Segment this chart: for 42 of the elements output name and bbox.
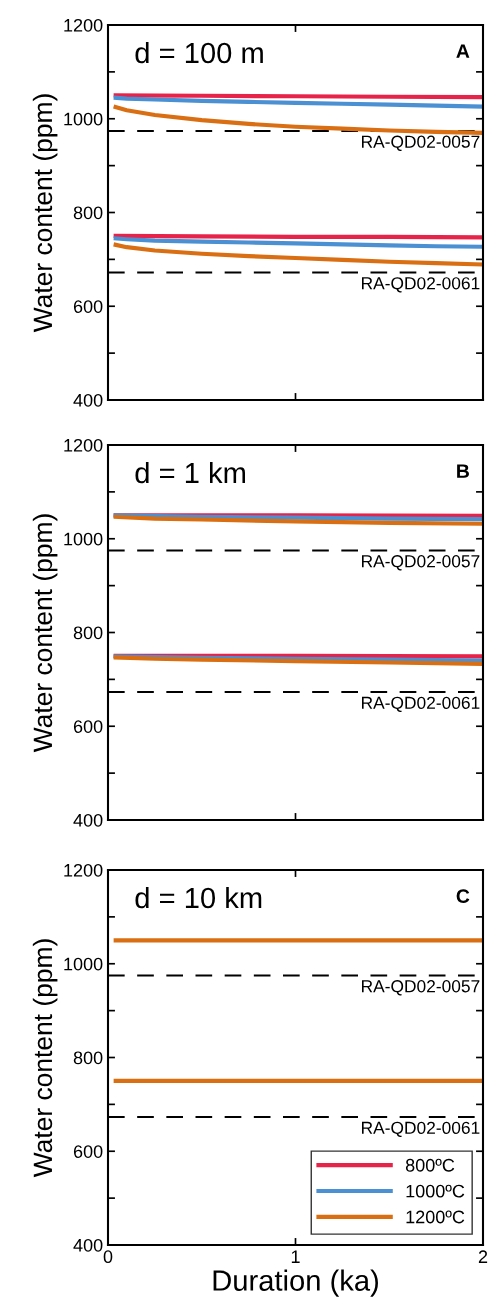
chart-title: d = 10 km: [135, 886, 262, 909]
x-tick-label: 0: [103, 1250, 113, 1264]
chart-title: d = 1 km: [135, 461, 245, 484]
legend-label: 800ºC: [405, 1158, 455, 1172]
y-tick-label: 800: [73, 206, 103, 220]
line-series: [111, 242, 483, 267]
x-axis-title: Duration (ka): [213, 1269, 378, 1297]
ref-line-label: RA-QD02-0061: [362, 696, 480, 713]
x-tick-label: 2: [478, 1250, 488, 1263]
y-tick-label: 800: [73, 1051, 103, 1065]
y-axis-title: Water content (ppm): [32, 94, 58, 333]
y-tick-label: 1200: [64, 863, 103, 877]
ref-line-label: RA-QD02-0061: [362, 1121, 480, 1138]
y-axis-title: Water content (ppm): [32, 939, 58, 1178]
line-series: [111, 514, 483, 526]
annotation: B: [457, 464, 469, 478]
y-tick-label: 800: [73, 626, 103, 640]
y-tick-label: 1000: [64, 532, 103, 546]
ref-line-label: RA-QD02-0057: [362, 555, 480, 571]
line-series: [111, 236, 483, 249]
y-tick-label: 1200: [64, 438, 103, 452]
y-tick-label: 1200: [64, 18, 103, 32]
ref-line-label: RA-QD02-0057: [362, 980, 480, 996]
chart-title: d = 100 m: [135, 41, 263, 64]
y-tick-label: 1000: [64, 957, 103, 971]
legend-label: 1200ºC: [406, 1210, 465, 1224]
line-series: [111, 95, 483, 109]
y-tick-label: 400: [73, 1238, 103, 1252]
y-tick-label: 600: [73, 1145, 103, 1158]
ref-line-label: RA-QD02-0057: [362, 135, 480, 151]
y-tick-label: 400: [73, 393, 103, 407]
annotation: C: [456, 889, 470, 904]
line-series: [111, 104, 483, 135]
y-tick-label: 600: [73, 300, 103, 313]
legend-label: 1000ºC: [406, 1184, 465, 1198]
y-tick-label: 600: [73, 720, 103, 733]
ref-line-label: RA-QD02-0061: [362, 277, 480, 293]
y-tick-label: 1000: [64, 112, 103, 126]
y-axis-title: Water content (ppm): [32, 514, 58, 753]
annotation: A: [456, 44, 470, 58]
x-tick-label: 1: [291, 1250, 300, 1263]
y-tick-label: 400: [73, 813, 103, 827]
